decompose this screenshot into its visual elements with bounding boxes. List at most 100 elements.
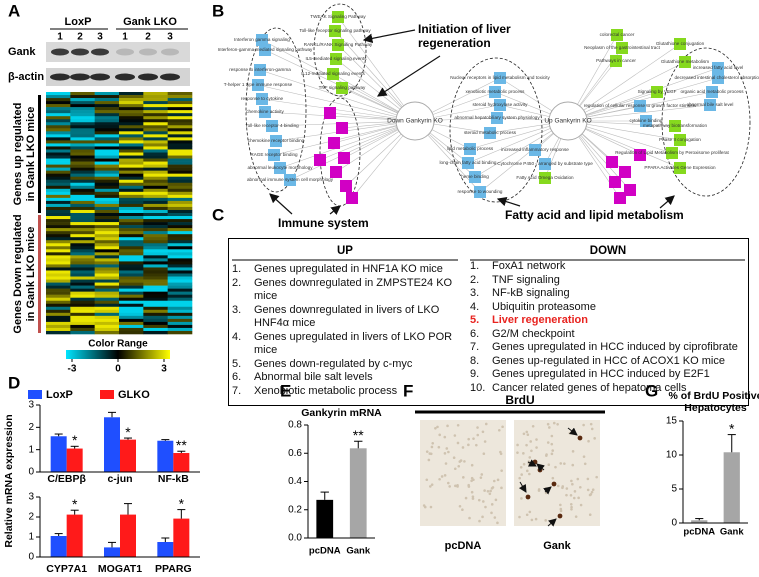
- node-label: Pathways in cancer: [596, 58, 636, 63]
- heatmap-cell: [94, 173, 120, 177]
- nucleus: [438, 477, 441, 481]
- nucleus: [530, 518, 534, 522]
- significance: *: [72, 496, 78, 512]
- heatmap-cell: [94, 179, 120, 184]
- heatmap-cell: [119, 200, 144, 205]
- heatmap-cell: [46, 209, 71, 214]
- heatmap-cell: [46, 173, 71, 177]
- lane-label: 2: [77, 32, 83, 43]
- heatmap-cell: [143, 209, 168, 214]
- nucleus: [559, 507, 563, 511]
- item-text: G2/M checkpoint: [492, 327, 575, 340]
- legend-label: LoxP: [46, 389, 73, 401]
- heatmap-cell: [167, 146, 193, 150]
- heatmap-cell: [143, 216, 168, 220]
- panel-label: B: [212, 1, 224, 20]
- nucleus: [530, 449, 533, 453]
- lane-label: 2: [145, 32, 151, 43]
- list-item: 3. Genes downregulated in livers of LKO H…: [232, 304, 458, 331]
- heatmap-cell: [94, 216, 120, 220]
- heatmap-cell: [143, 258, 168, 262]
- heatmap-cell: [46, 107, 71, 111]
- heatmap-cell: [167, 315, 193, 320]
- heatmap-cell: [94, 110, 120, 114]
- chart-title: % of BrdU Positive: [669, 390, 759, 402]
- heatmap-cell: [46, 303, 71, 308]
- item-text: Genes upregulated in HCC induced by E2F1: [492, 368, 710, 380]
- heatmap-cell: [167, 158, 193, 162]
- network-node: [494, 72, 506, 84]
- network-edge: [334, 30, 416, 122]
- network-node: [256, 34, 268, 46]
- node-label: cytokine binding: [630, 118, 663, 123]
- list-item: 7. Genes upregulated in HCC induced by ci…: [470, 341, 746, 355]
- heatmap-cell: [167, 155, 193, 159]
- list-item: 9. Genes upregulated in HCC induced by E2…: [470, 368, 746, 382]
- heatmap-cell: [119, 161, 144, 165]
- nucleus: [528, 510, 532, 514]
- legend-label: GLKO: [118, 389, 150, 401]
- heatmap-cell: [119, 173, 144, 177]
- nucleus: [525, 443, 528, 447]
- heatmap-cell: [119, 270, 144, 274]
- heatmap-cell: [46, 273, 71, 277]
- node-label: Glutathione metabolism: [661, 59, 709, 64]
- nucleus: [488, 492, 492, 496]
- nucleus: [464, 496, 468, 500]
- blot-band: [160, 73, 180, 81]
- list-item: 3. NF-kB signaling: [470, 287, 746, 301]
- heatmap-cell: [94, 327, 120, 332]
- heatmap-cell: [167, 258, 193, 262]
- colorbar-tick-label: -3: [68, 364, 77, 375]
- heatmap-cell: [46, 128, 71, 132]
- nucleus: [481, 515, 484, 519]
- heatmap-cell: [119, 134, 144, 138]
- heatmap-cell: [70, 188, 95, 193]
- heatmap-cell: [119, 107, 144, 111]
- y-tick-label: 3: [28, 492, 34, 503]
- heatmap-cell: [94, 234, 120, 238]
- heatmap-cell: [143, 309, 168, 314]
- network-node: [539, 172, 551, 184]
- heatmap-cell: [167, 134, 193, 138]
- heatmap-cell: [46, 246, 71, 250]
- heatmap-cell: [46, 191, 71, 196]
- heatmap-cell: [70, 309, 95, 314]
- heatmap-cell: [143, 240, 168, 244]
- nucleus: [479, 476, 483, 479]
- node-label: lipid metabolic process: [447, 146, 494, 151]
- blot-label: Gank: [8, 46, 36, 58]
- nucleus: [452, 456, 456, 460]
- brdu-nucleus: [525, 494, 531, 500]
- network-edge: [264, 111, 416, 122]
- bar: [50, 536, 67, 557]
- item-text: Genes downregulated in ZMPSTE24 KO mice: [254, 276, 453, 303]
- chart-title: Gankyrin mRNA: [301, 407, 382, 419]
- heatmap-cell: [94, 300, 120, 305]
- annotation: Initiation of liver regeneration: [418, 22, 511, 50]
- heatmap-cell: [167, 285, 193, 289]
- cluster-outline: [661, 47, 751, 197]
- heatmap-cell: [143, 125, 168, 129]
- nucleus: [486, 490, 490, 493]
- nucleus: [579, 503, 583, 507]
- heatmap-cell: [94, 182, 120, 187]
- heatmap-cell: [119, 309, 144, 314]
- nucleus: [528, 472, 531, 476]
- x-tick-label: pcDNA: [309, 546, 341, 557]
- significance: **: [176, 437, 187, 453]
- heatmap-cell: [143, 197, 168, 202]
- heatmap-cell: [167, 270, 193, 274]
- heatmap-cell: [143, 297, 168, 302]
- blot-band: [138, 73, 158, 81]
- node-label: metapathway biotransformation: [643, 123, 708, 128]
- nucleus: [459, 459, 463, 462]
- cluster-label: Genes up regulatedin Gank LKO mice: [12, 103, 37, 206]
- heatmap-cell: [70, 128, 95, 132]
- arrow: [496, 196, 521, 207]
- cluster-label-line: Genes Down regulated: [12, 214, 24, 333]
- nucleus: [545, 454, 548, 457]
- node-label: colorectal cancer: [600, 32, 635, 37]
- heatmap-cell: [46, 252, 71, 256]
- bar: [50, 436, 67, 472]
